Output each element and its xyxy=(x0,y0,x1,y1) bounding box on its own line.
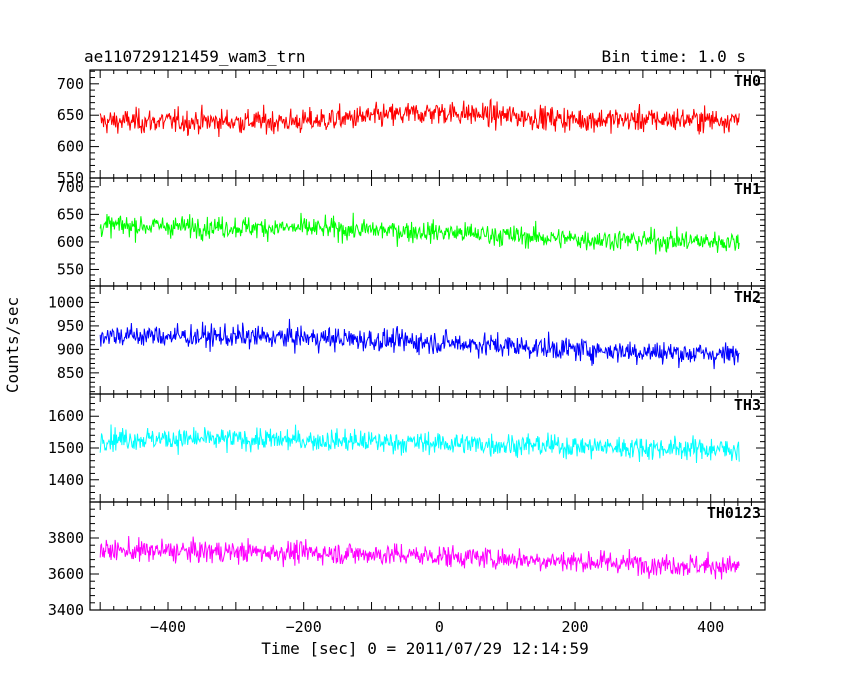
y-tick-label: 3400 xyxy=(48,601,84,619)
y-tick-label: 550 xyxy=(57,260,84,278)
y-tick-label: 700 xyxy=(57,75,84,93)
y-tick-label: 850 xyxy=(57,364,84,382)
y-tick-label: 650 xyxy=(57,106,84,124)
x-tick-label: 200 xyxy=(562,618,589,636)
y-tick-label: 1000 xyxy=(48,293,84,311)
y-tick-label: 550 xyxy=(57,169,84,187)
series-line-th0123 xyxy=(99,536,740,580)
y-tick-label: 700 xyxy=(57,178,84,196)
panel-frame-th3 xyxy=(89,393,766,503)
series-line-th2 xyxy=(99,318,740,370)
y-tick-label: 1600 xyxy=(48,407,84,425)
y-tick-label: 1500 xyxy=(48,439,84,457)
y-tick-label: 600 xyxy=(57,138,84,156)
panel-label-th1: TH1 xyxy=(734,180,761,198)
y-tick-label: 950 xyxy=(57,317,84,335)
panel-label-th0123: TH0123 xyxy=(707,504,761,522)
series-line-th1 xyxy=(99,212,740,255)
panel-label-th3: TH3 xyxy=(734,396,761,414)
panels-group: TH0 550 600 650 700 TH1 550 600 650 700 TH2 850 900 9… xyxy=(48,69,766,636)
panel-label-th2: TH2 xyxy=(734,288,761,306)
panel-label-th0: TH0 xyxy=(734,72,761,90)
y-tick-label: 3600 xyxy=(48,565,84,583)
y-tick-label: 600 xyxy=(57,233,84,251)
x-tick-label: 400 xyxy=(697,618,724,636)
x-tick-label: −400 xyxy=(150,618,186,636)
y-tick-label: 3800 xyxy=(48,529,84,547)
series-line-th0 xyxy=(99,98,740,138)
chart-title: ae110729121459_wam3_trn xyxy=(84,47,306,66)
x-tick-label: 0 xyxy=(435,618,444,636)
y-tick-label: 1400 xyxy=(48,471,84,489)
y-axis-label: Counts/sec xyxy=(3,297,22,393)
series-line-th3 xyxy=(99,424,740,464)
bin-time-label: Bin time: 1.0 s xyxy=(602,47,747,66)
x-tick-label: −200 xyxy=(286,618,322,636)
x-axis-label: Time [sec] 0 = 2011/07/29 12:14:59 xyxy=(261,639,589,658)
panel-frame-th0123 xyxy=(89,501,766,611)
y-tick-label: 900 xyxy=(57,340,84,358)
y-tick-label: 650 xyxy=(57,205,84,223)
